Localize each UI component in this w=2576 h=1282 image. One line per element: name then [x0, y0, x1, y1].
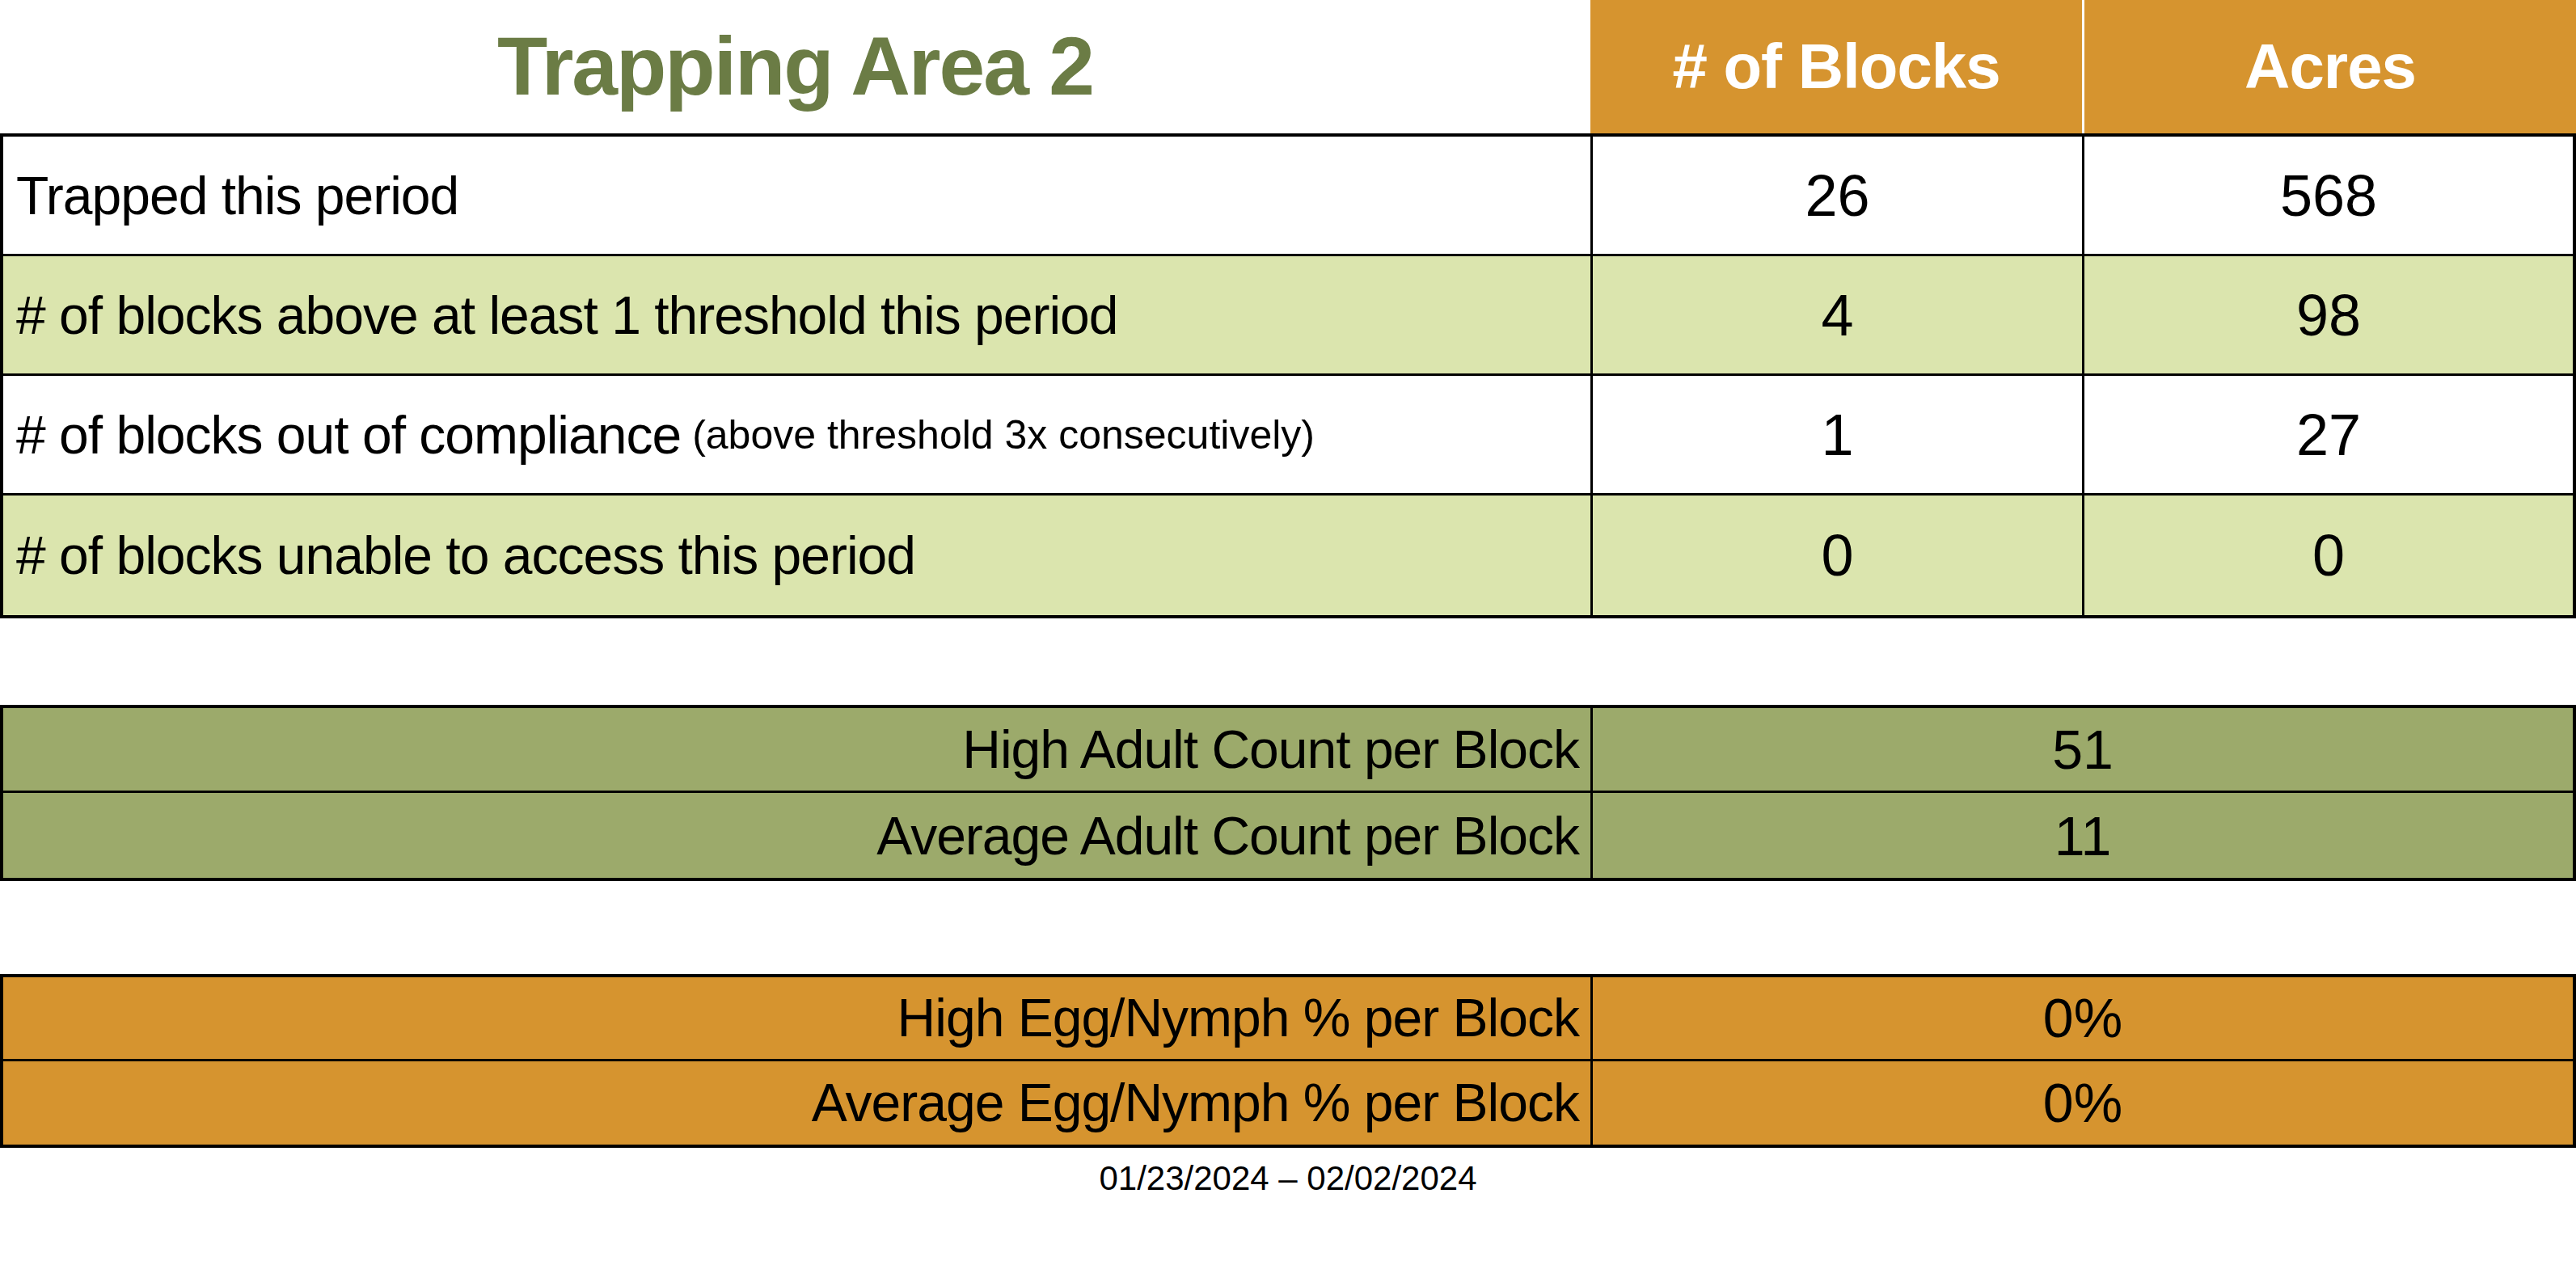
row-label-text: Trapped this period: [16, 165, 458, 226]
blocks-value: 26: [1590, 137, 2082, 254]
acres-value: 27: [2082, 376, 2573, 493]
row-label: # of blocks out of compliance (above thr…: [3, 376, 1590, 493]
table-row-trapped: Trapped this period 26 568: [3, 137, 2573, 256]
row-value: 11: [1590, 793, 2573, 878]
blocks-value: 1: [1590, 376, 2082, 493]
row-label: Average Egg/Nymph % per Block: [3, 1061, 1590, 1145]
row-label: High Egg/Nymph % per Block: [3, 977, 1590, 1059]
blocks-value: 4: [1590, 256, 2082, 373]
row-label-note: (above threshold 3x consecutively): [692, 411, 1315, 458]
table-row-unable-to-access: # of blocks unable to access this period…: [3, 496, 2573, 615]
adult-count-table: High Adult Count per Block 51 Average Ad…: [0, 705, 2576, 881]
table-row-high-egg: High Egg/Nymph % per Block 0%: [3, 977, 2573, 1061]
acres-value: 0: [2082, 496, 2573, 615]
table-row-above-threshold: # of blocks above at least 1 threshold t…: [3, 256, 2573, 376]
table-row-out-of-compliance: # of blocks out of compliance (above thr…: [3, 376, 2573, 496]
row-label: Trapped this period: [3, 137, 1590, 254]
table-row-average-egg: Average Egg/Nymph % per Block 0%: [3, 1061, 2573, 1145]
page-title: Trapping Area 2: [0, 0, 1590, 133]
date-range: 01/23/2024 – 02/02/2024: [0, 1156, 2576, 1201]
row-label-text: # of blocks above at least 1 threshold t…: [16, 285, 1118, 346]
row-label: High Adult Count per Block: [3, 708, 1590, 791]
row-label-text: # of blocks out of compliance: [16, 404, 681, 466]
acres-value: 98: [2082, 256, 2573, 373]
row-value: 51: [1590, 708, 2573, 791]
blocks-value: 0: [1590, 496, 2082, 615]
column-header-blocks: # of Blocks: [1590, 0, 2082, 133]
row-value: 0%: [1590, 977, 2573, 1059]
table-row-average-adult: Average Adult Count per Block 11: [3, 793, 2573, 878]
row-label: # of blocks above at least 1 threshold t…: [3, 256, 1590, 373]
egg-nymph-table: High Egg/Nymph % per Block 0% Average Eg…: [0, 974, 2576, 1148]
main-table: Trapped this period 26 568 # of blocks a…: [0, 133, 2576, 618]
column-header-acres: Acres: [2084, 0, 2576, 133]
row-label: # of blocks unable to access this period: [3, 496, 1590, 615]
row-label-text: # of blocks unable to access this period: [16, 525, 915, 586]
row-label: Average Adult Count per Block: [3, 793, 1590, 878]
row-value: 0%: [1590, 1061, 2573, 1145]
table-row-high-adult: High Adult Count per Block 51: [3, 708, 2573, 793]
acres-value: 568: [2082, 137, 2573, 254]
